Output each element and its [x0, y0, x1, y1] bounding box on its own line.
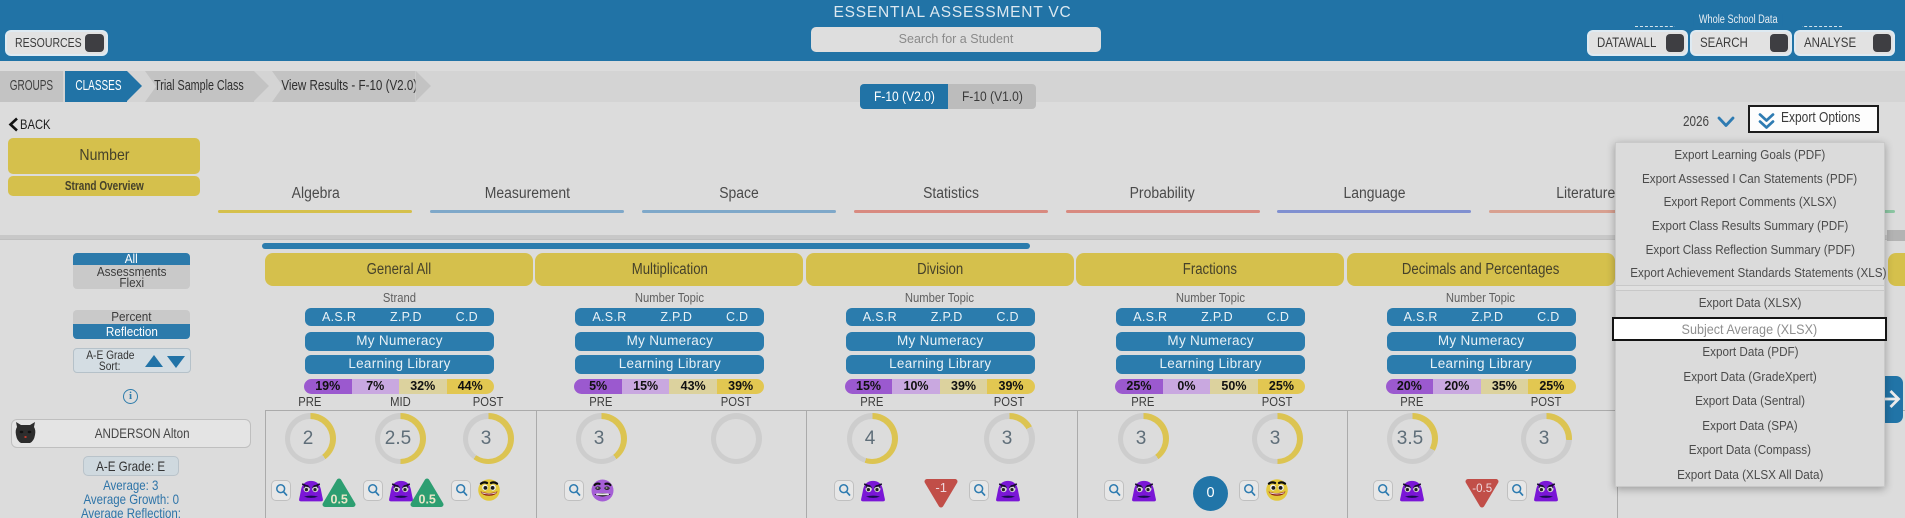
svg-text:-0.5: -0.5 — [1472, 483, 1492, 495]
svg-text:0.5: 0.5 — [419, 493, 436, 507]
svg-text:0.5: 0.5 — [331, 493, 348, 507]
svg-text:-1: -1 — [935, 480, 947, 495]
